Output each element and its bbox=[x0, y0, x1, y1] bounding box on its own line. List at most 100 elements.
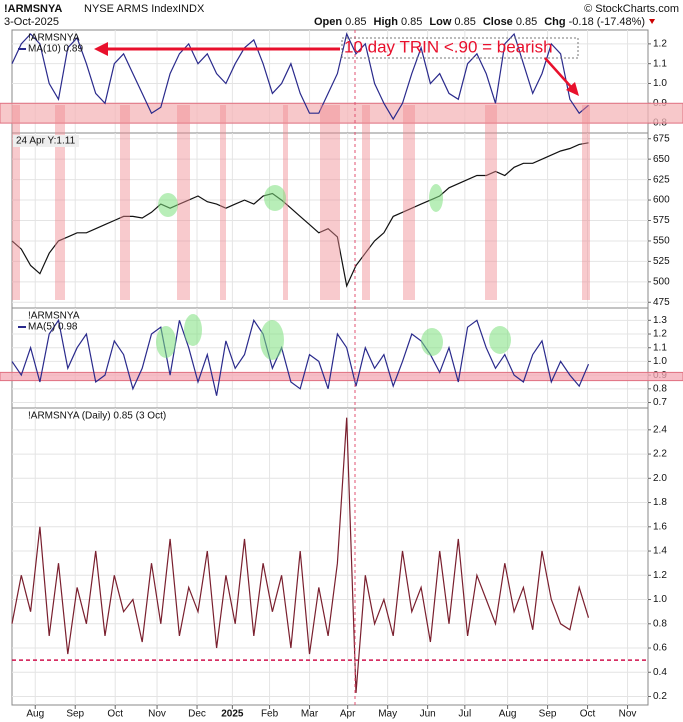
y-tick-label: 0.7 bbox=[653, 397, 667, 408]
x-tick-label: May bbox=[378, 709, 397, 720]
index-name: NYSE ARMS Index bbox=[84, 3, 179, 15]
highlight-period bbox=[403, 105, 415, 300]
y-tick-label: 1.0 bbox=[653, 78, 667, 89]
y-tick-label: 550 bbox=[653, 236, 670, 247]
x-tick-label: Sep bbox=[66, 709, 84, 720]
y-tick-label: 1.2 bbox=[653, 570, 667, 581]
highlight-period bbox=[320, 105, 340, 300]
x-tick-label: Nov bbox=[148, 709, 166, 720]
highlight-period bbox=[582, 105, 590, 300]
credit: © StockCharts.com bbox=[584, 3, 679, 15]
x-tick-label: Aug bbox=[26, 709, 44, 720]
tooltip-box bbox=[13, 135, 79, 147]
highlight-oval bbox=[156, 326, 176, 358]
panel-title: !ARMSNYA bbox=[28, 311, 80, 322]
highlight-period bbox=[362, 105, 370, 300]
y-tick-label: 575 bbox=[653, 215, 670, 226]
tooltip: 24 Apr Y:1.11 bbox=[16, 136, 76, 147]
series-line bbox=[11, 142, 589, 288]
y-tick-label: 2.4 bbox=[653, 424, 667, 435]
legend-label: MA(5) 0.98 bbox=[28, 322, 78, 333]
down-marker bbox=[649, 19, 656, 24]
y-tick-label: 1.6 bbox=[653, 521, 667, 532]
quote-label: Open bbox=[314, 16, 342, 28]
y-tick-label: 2.2 bbox=[653, 449, 667, 460]
y-tick-label: 650 bbox=[653, 154, 670, 165]
y-tick-label: 1.0 bbox=[653, 356, 667, 367]
y-tick-label: 675 bbox=[653, 133, 670, 144]
highlight-period bbox=[283, 105, 288, 300]
quote-label: Chg bbox=[544, 16, 565, 28]
x-tick-label: Oct bbox=[107, 709, 123, 720]
y-tick-label: 1.8 bbox=[653, 497, 667, 508]
quote-value: 0.85 bbox=[401, 16, 422, 28]
panel bbox=[11, 407, 649, 706]
exchange: INDX bbox=[178, 3, 205, 15]
y-tick-label: 1.4 bbox=[653, 546, 667, 557]
y-tick-label: 1.1 bbox=[653, 342, 667, 353]
quote-value: 0.85 bbox=[345, 16, 366, 28]
panel-title: !ARMSNYA (Daily) 0.85 (3 Oct) bbox=[28, 411, 166, 422]
quote-label: Low bbox=[429, 16, 451, 28]
highlight-oval bbox=[264, 185, 286, 211]
x-tick-label: Nov bbox=[619, 709, 637, 720]
x-tick-label: Feb bbox=[261, 709, 279, 720]
highlight-oval bbox=[429, 184, 443, 212]
threshold-band bbox=[0, 371, 683, 382]
highlight-period bbox=[12, 105, 20, 300]
highlight-oval bbox=[158, 193, 178, 217]
y-tick-label: 1.0 bbox=[653, 594, 667, 605]
highlight-oval bbox=[260, 320, 284, 360]
date: 3-Oct-2025 bbox=[4, 16, 59, 28]
y-tick-label: 1.1 bbox=[653, 58, 667, 69]
highlight-oval bbox=[421, 328, 443, 356]
arrowhead bbox=[94, 42, 108, 56]
panel-title: !ARMSNYA bbox=[28, 33, 80, 44]
quote: Open 0.85 High 0.85 Low 0.85 Close 0.85 Chg -0.18… bbox=[314, 16, 645, 28]
symbol: !ARMSNYA bbox=[4, 3, 62, 15]
y-tick-label: 475 bbox=[653, 297, 670, 308]
y-tick-label: 0.8 bbox=[653, 618, 667, 629]
y-tick-label: 0.8 bbox=[653, 383, 667, 394]
quote-value: 0.85 bbox=[516, 16, 537, 28]
x-tick-label: Sep bbox=[539, 709, 557, 720]
quote-value: -0.18 (-17.48%) bbox=[569, 16, 645, 28]
series-line bbox=[11, 417, 590, 693]
series-line bbox=[11, 32, 589, 121]
series-line bbox=[11, 318, 590, 396]
panel bbox=[11, 307, 649, 409]
x-tick-label: Oct bbox=[580, 709, 596, 720]
highlight-period bbox=[55, 105, 65, 300]
y-tick-label: 0.2 bbox=[653, 691, 667, 702]
x-tick-label: Aug bbox=[499, 709, 517, 720]
highlight-period bbox=[485, 105, 497, 300]
x-tick-label: Jun bbox=[420, 709, 436, 720]
y-tick-label: 1.2 bbox=[653, 39, 667, 50]
highlight-oval bbox=[184, 314, 202, 346]
y-tick-label: 525 bbox=[653, 256, 670, 267]
y-tick-label: 0.4 bbox=[653, 667, 667, 678]
quote-value: 0.85 bbox=[454, 16, 475, 28]
y-tick-label: 2.0 bbox=[653, 473, 667, 484]
highlight-period bbox=[177, 105, 190, 300]
highlight-period bbox=[220, 105, 226, 300]
y-tick-label: 1.3 bbox=[653, 315, 667, 326]
annotation-box bbox=[341, 37, 579, 59]
x-tick-label: Dec bbox=[188, 709, 206, 720]
x-tick-label: Jul bbox=[458, 709, 471, 720]
y-tick-label: 0.6 bbox=[653, 643, 667, 654]
x-tick-label: Apr bbox=[340, 709, 356, 720]
y-tick-label: 1.2 bbox=[653, 329, 667, 340]
quote-label: Close bbox=[483, 16, 513, 28]
highlight-period bbox=[120, 105, 130, 300]
y-tick-label: 500 bbox=[653, 276, 670, 287]
y-tick-label: 625 bbox=[653, 174, 670, 185]
highlight-oval bbox=[489, 326, 511, 354]
legend-label: MA(10) 0.89 bbox=[28, 44, 83, 55]
arrow bbox=[544, 57, 573, 89]
quote-label: High bbox=[374, 16, 399, 28]
y-tick-label: 600 bbox=[653, 195, 670, 206]
x-tick-label: Mar bbox=[301, 709, 319, 720]
threshold-band bbox=[0, 102, 683, 124]
